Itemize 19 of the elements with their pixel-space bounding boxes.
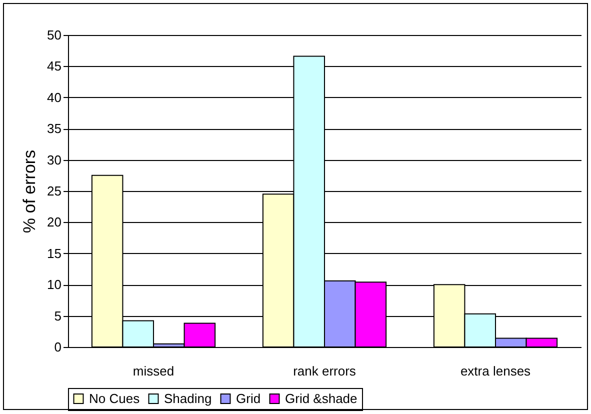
- legend-label: No Cues: [89, 390, 140, 406]
- y-tick-label: 0: [54, 340, 62, 354]
- y-tick-label: 15: [47, 246, 62, 261]
- x-tick-label: rank errors: [293, 364, 356, 378]
- y-tick-label: 30: [47, 152, 62, 168]
- legend-label: Shading: [164, 390, 212, 406]
- y-tick-label: 45: [47, 58, 62, 74]
- x-tick-label: extra lenses: [460, 364, 532, 378]
- legend-label: Grid &shade: [285, 390, 358, 406]
- y-tick-label: 40: [47, 90, 62, 105]
- y-tick-label: 35: [47, 121, 62, 136]
- x-tick-label: missed: [132, 364, 174, 378]
- y-axis-title: % of errors: [20, 150, 40, 234]
- y-tick-label: 10: [47, 277, 62, 292]
- y-tick-label: 20: [47, 214, 62, 230]
- y-tick-label: 25: [47, 184, 62, 198]
- y-tick-label: 5: [54, 308, 62, 324]
- y-tick-label: 50: [47, 28, 62, 42]
- legend-label: Grid: [236, 390, 261, 406]
